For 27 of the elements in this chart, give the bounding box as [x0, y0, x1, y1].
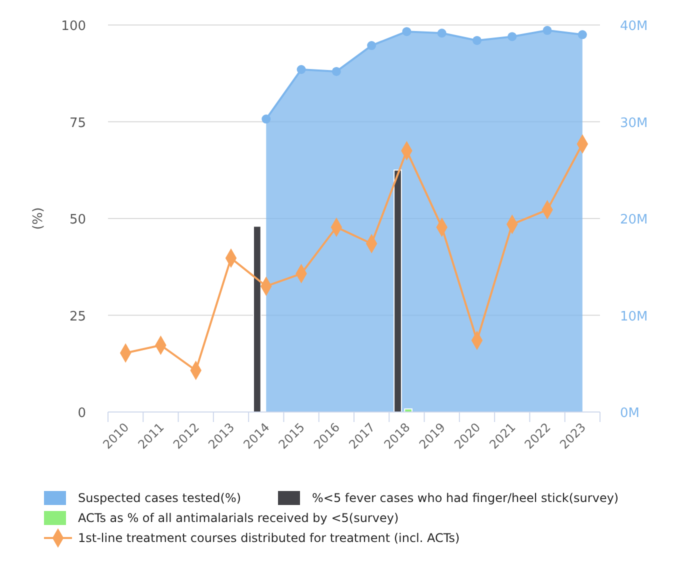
y-tick-label: 75 — [69, 116, 86, 131]
y-tick-label: 25 — [69, 309, 86, 324]
point — [296, 65, 306, 74]
y-axis-title: (%) — [31, 207, 46, 230]
point — [367, 41, 376, 50]
legend-label: 1st-line treatment courses distributed for treatment (incl. ACTs) — [78, 531, 460, 545]
legend-label: ACTs as % of all antimalarials received by <5(survey) — [78, 511, 399, 525]
y2-tick-label: 20M — [620, 212, 648, 228]
point — [508, 32, 517, 42]
legend-label: Suspected cases tested(%) — [78, 491, 242, 505]
y-tick-label: 100 — [61, 19, 86, 34]
point — [472, 36, 482, 45]
bar — [394, 170, 402, 412]
y2-tick-label: 0M — [620, 406, 640, 421]
point — [542, 26, 552, 35]
bar — [252, 226, 262, 412]
y2-tick-label: 40M — [620, 19, 648, 34]
point — [262, 114, 271, 124]
y-tick-label: 0 — [78, 406, 86, 421]
point — [402, 27, 412, 36]
point — [332, 66, 341, 76]
y2-tick-label: 30M — [620, 116, 648, 131]
point — [578, 30, 587, 40]
legend-label: %<5 fever cases who had finger/heel stick(survey) — [312, 491, 619, 505]
y2-tick-label: 10M — [620, 309, 648, 324]
point — [437, 28, 446, 38]
y-tick-label: 50 — [69, 212, 86, 228]
